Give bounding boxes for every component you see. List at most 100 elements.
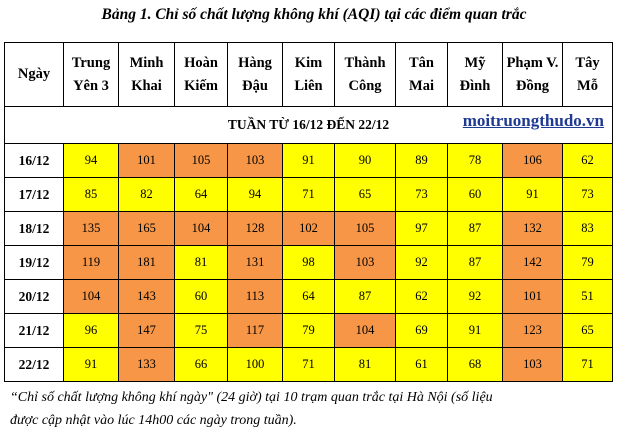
day-cell: 22/12 bbox=[4, 347, 64, 382]
week-label: TUẦN TỪ 16/12 ĐẾN 22/12 bbox=[227, 117, 390, 132]
aqi-value-cell: 91 bbox=[63, 347, 119, 382]
aqi-value-cell: 104 bbox=[63, 279, 119, 314]
caption-line-1: “Chỉ số chất lượng không khí ngày" (24 g… bbox=[10, 390, 493, 405]
site-link[interactable]: moitruongthudo.vn bbox=[462, 111, 604, 130]
aqi-value-cell: 142 bbox=[502, 245, 563, 280]
table-row: 20/12 104 143 60 113 64 87 62 92 101 51 bbox=[4, 279, 613, 314]
aqi-value-cell: 92 bbox=[395, 245, 448, 280]
aqi-value-cell: 128 bbox=[227, 211, 283, 246]
aqi-value-cell: 104 bbox=[334, 313, 396, 348]
aqi-value-cell: 61 bbox=[395, 347, 448, 382]
aqi-value-cell: 75 bbox=[174, 313, 228, 348]
aqi-value-cell: 94 bbox=[63, 143, 119, 178]
aqi-value-cell: 97 bbox=[395, 211, 448, 246]
aqi-value-cell: 81 bbox=[334, 347, 396, 382]
day-cell: 19/12 bbox=[4, 245, 64, 280]
table-row: 18/12 135 165 104 128 102 105 97 87 132 83 bbox=[4, 211, 613, 246]
aqi-value-cell: 51 bbox=[562, 279, 613, 314]
aqi-value-cell: 62 bbox=[562, 143, 613, 178]
aqi-value-cell: 92 bbox=[447, 279, 503, 314]
aqi-value-cell: 91 bbox=[282, 143, 335, 178]
aqi-value-cell: 135 bbox=[63, 211, 119, 246]
table-row: 19/12 119 181 81 131 98 103 92 87 142 79 bbox=[4, 245, 613, 280]
week-cell: TUẦN TỪ 16/12 ĐẾN 22/12 moitruongthudo.v… bbox=[4, 106, 613, 144]
day-cell: 18/12 bbox=[4, 211, 64, 246]
header-station-line: Hàng bbox=[238, 54, 272, 71]
header-station-line: Mai bbox=[409, 77, 434, 94]
header-station: Hàng Đậu bbox=[227, 42, 283, 107]
header-station: Mỹ Đình bbox=[447, 42, 503, 107]
aqi-value-cell: 71 bbox=[282, 177, 335, 212]
aqi-value-cell: 69 bbox=[395, 313, 448, 348]
header-station-line: Hoàn bbox=[184, 54, 218, 71]
header-station-line: Yên 3 bbox=[73, 77, 109, 94]
aqi-value-cell: 78 bbox=[447, 143, 503, 178]
table-row: 17/12 85 82 64 94 71 65 73 60 91 73 bbox=[4, 177, 613, 212]
header-station-line: Thành bbox=[344, 54, 386, 71]
header-station: Kim Liên bbox=[282, 42, 335, 107]
aqi-value-cell: 113 bbox=[227, 279, 283, 314]
table-row: 22/12 91 133 66 100 71 81 61 68 103 71 bbox=[4, 347, 613, 382]
header-station-line: Minh bbox=[129, 54, 164, 71]
aqi-value-cell: 65 bbox=[334, 177, 396, 212]
header-station-line: Kim bbox=[294, 54, 323, 71]
aqi-value-cell: 103 bbox=[502, 347, 563, 382]
header-day: Ngày bbox=[4, 42, 64, 107]
aqi-value-cell: 62 bbox=[395, 279, 448, 314]
week-row: TUẦN TỪ 16/12 ĐẾN 22/12 moitruongthudo.v… bbox=[4, 106, 613, 144]
aqi-value-cell: 71 bbox=[562, 347, 613, 382]
header-station-line: Đậu bbox=[242, 77, 268, 94]
table-title: Bảng 1. Chỉ số chất lượng không khí (AQI… bbox=[101, 6, 527, 23]
aqi-table: Ngày Trung Yên 3 Minh Khai Hoàn Kiếm Hàng Đậu Ki… bbox=[4, 42, 613, 382]
header-station-line: Kiếm bbox=[184, 77, 218, 94]
header-row: Ngày Trung Yên 3 Minh Khai Hoàn Kiếm Hàng Đậu Ki… bbox=[4, 42, 613, 107]
aqi-value-cell: 60 bbox=[174, 279, 228, 314]
aqi-value-cell: 66 bbox=[174, 347, 228, 382]
aqi-value-cell: 101 bbox=[502, 279, 563, 314]
caption-line-2: được cập nhật vào lúc 14h00 các ngày tro… bbox=[10, 413, 297, 428]
header-station-line: Trung bbox=[71, 54, 111, 71]
aqi-value-cell: 96 bbox=[63, 313, 119, 348]
aqi-value-cell: 104 bbox=[174, 211, 228, 246]
aqi-value-cell: 103 bbox=[334, 245, 396, 280]
aqi-value-cell: 64 bbox=[282, 279, 335, 314]
aqi-value-cell: 105 bbox=[174, 143, 228, 178]
aqi-value-cell: 82 bbox=[118, 177, 175, 212]
aqi-value-cell: 165 bbox=[118, 211, 175, 246]
header-station-line: Khai bbox=[131, 77, 162, 94]
aqi-value-cell: 181 bbox=[118, 245, 175, 280]
table-row: 21/12 96 147 75 117 79 104 69 91 123 65 bbox=[4, 313, 613, 348]
aqi-value-cell: 83 bbox=[562, 211, 613, 246]
aqi-value-cell: 89 bbox=[395, 143, 448, 178]
aqi-value-cell: 106 bbox=[502, 143, 563, 178]
header-station-line: Tân bbox=[409, 54, 434, 71]
aqi-value-cell: 68 bbox=[447, 347, 503, 382]
header-station-line: Tây bbox=[575, 54, 600, 71]
aqi-value-cell: 73 bbox=[562, 177, 613, 212]
aqi-value-cell: 91 bbox=[502, 177, 563, 212]
header-station-line: Mỹ bbox=[464, 54, 486, 71]
aqi-value-cell: 147 bbox=[118, 313, 175, 348]
header-station-line: Phạm V. bbox=[506, 54, 559, 71]
aqi-value-cell: 60 bbox=[447, 177, 503, 212]
aqi-value-cell: 101 bbox=[118, 143, 175, 178]
aqi-value-cell: 132 bbox=[502, 211, 563, 246]
aqi-value-cell: 117 bbox=[227, 313, 283, 348]
header-station: Minh Khai bbox=[118, 42, 175, 107]
header-station-line: Liên bbox=[294, 77, 323, 94]
day-cell: 16/12 bbox=[4, 143, 64, 178]
day-cell: 21/12 bbox=[4, 313, 64, 348]
header-station-line: Mỗ bbox=[577, 77, 598, 94]
aqi-value-cell: 81 bbox=[174, 245, 228, 280]
aqi-value-cell: 87 bbox=[447, 211, 503, 246]
aqi-value-cell: 133 bbox=[118, 347, 175, 382]
aqi-value-cell: 87 bbox=[447, 245, 503, 280]
day-cell: 17/12 bbox=[4, 177, 64, 212]
aqi-value-cell: 143 bbox=[118, 279, 175, 314]
header-station: Trung Yên 3 bbox=[63, 42, 119, 107]
aqi-value-cell: 98 bbox=[282, 245, 335, 280]
header-station: Thành Công bbox=[334, 42, 396, 107]
header-station: Tân Mai bbox=[395, 42, 448, 107]
aqi-value-cell: 90 bbox=[334, 143, 396, 178]
header-station: Phạm V. Đồng bbox=[502, 42, 563, 107]
